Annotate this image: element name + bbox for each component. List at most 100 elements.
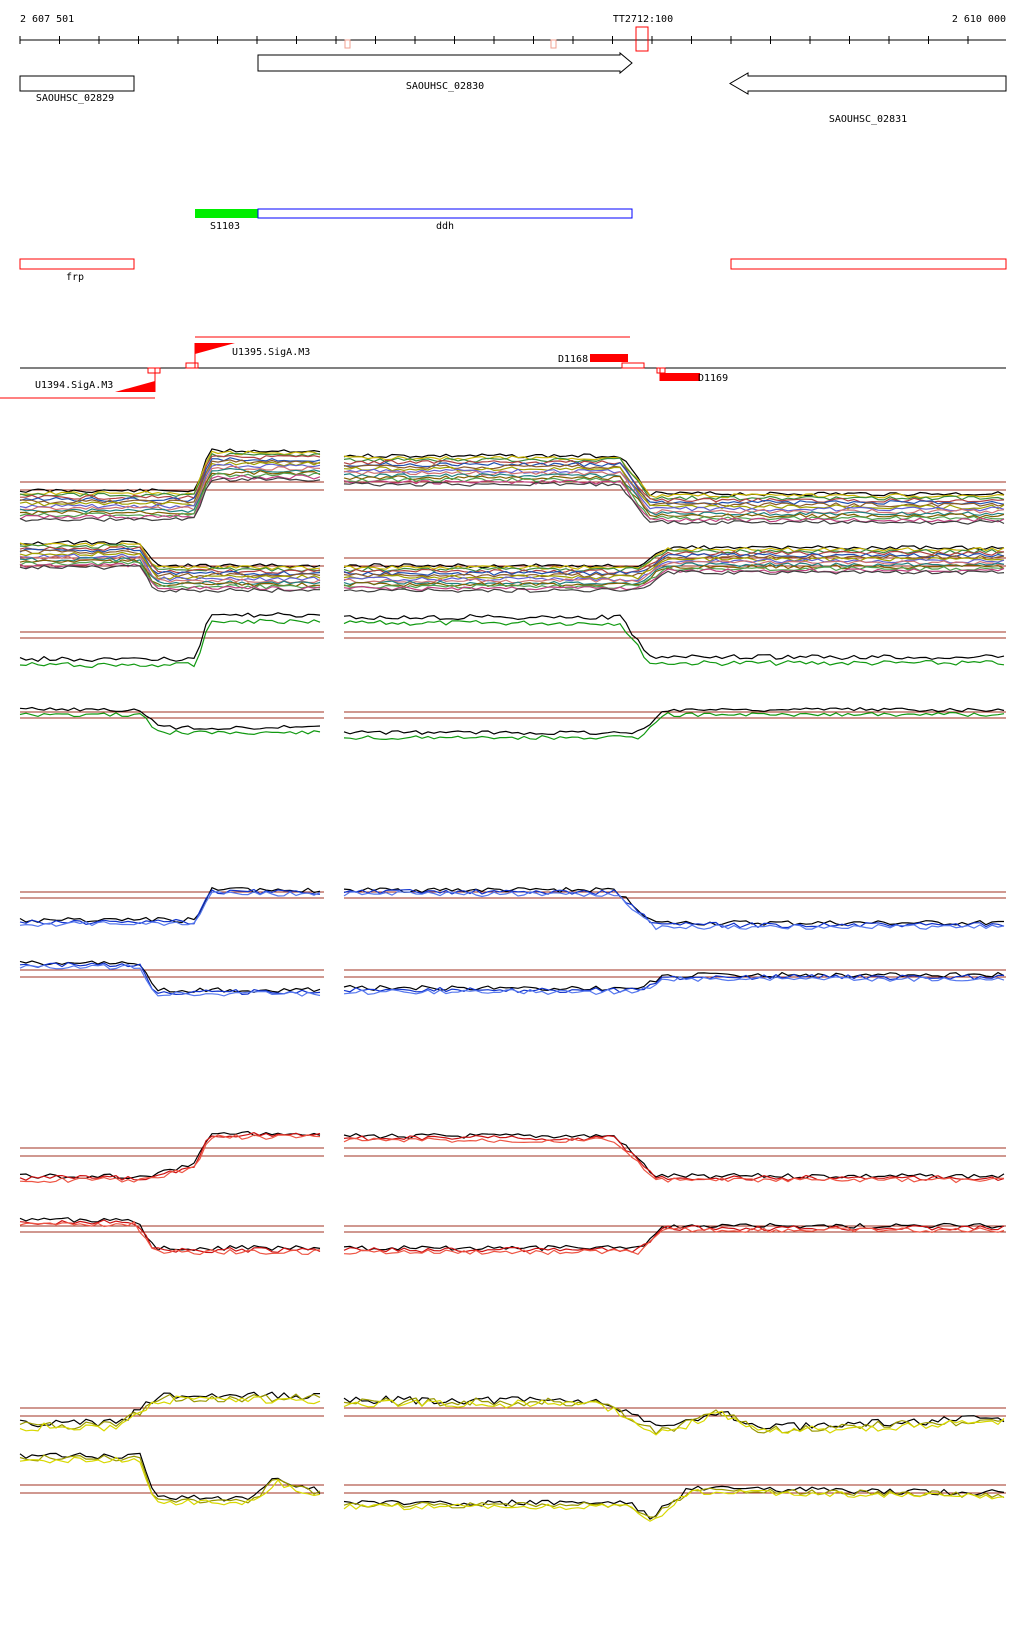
regulatory-track: U1395.SigA.M3 U1394.SigA.M3 D1168 D1169 <box>0 336 1006 399</box>
coordinate-ruler: 2 607 501 2 610 000 TT2712:100 <box>19 14 1006 52</box>
yellow-track-reverse <box>19 1456 321 1506</box>
terminator-d1169[interactable] <box>660 373 700 381</box>
red-track-forward <box>19 1132 321 1181</box>
blue-track-forward <box>343 886 1004 926</box>
multi-track-reverse <box>343 569 1005 593</box>
gene-label-middle: SAOUHSC_02830 <box>406 81 484 92</box>
yellow-track-reverse <box>19 1452 321 1502</box>
multi-track-forward <box>19 476 321 522</box>
green-track-forward <box>343 613 1005 661</box>
multi-track-forward <box>343 459 1005 503</box>
feature-s1103[interactable] <box>195 209 258 218</box>
promoter-u1394[interactable] <box>115 381 155 392</box>
yellow-track-forward <box>343 1395 1005 1432</box>
multi-track-reverse <box>19 559 321 588</box>
multi-track-reverse <box>19 549 321 578</box>
red-track-forward <box>343 1137 1005 1184</box>
multi-track-forward <box>343 477 1005 521</box>
multi-track-reverse <box>19 542 321 571</box>
multi-track-forward <box>19 474 321 520</box>
multi-track-forward <box>19 461 321 507</box>
terminator-d1168[interactable] <box>590 354 628 362</box>
ruler-marker-label: TT2712:100 <box>613 14 673 25</box>
label-d1169: D1169 <box>698 373 728 384</box>
multi-track-forward <box>19 465 321 511</box>
green-track-forward <box>19 618 321 669</box>
gene-saouhsc-02831[interactable] <box>729 72 1007 95</box>
marker-box[interactable] <box>635 26 649 52</box>
blue-track-reverse <box>19 963 321 997</box>
multi-track-reverse <box>19 551 321 580</box>
label-u1395: U1395.SigA.M3 <box>232 347 310 358</box>
red-track-reverse <box>19 1220 321 1256</box>
multi-track-forward <box>343 481 1005 525</box>
multi-track-forward <box>19 463 321 509</box>
red-track-reverse <box>19 1217 321 1252</box>
yellow-track-reverse <box>343 1488 1005 1522</box>
multi-track-reverse <box>19 564 321 593</box>
multi-track-reverse <box>19 553 321 582</box>
multi-track-forward <box>343 464 1005 508</box>
feature-label-frp: frp <box>66 272 84 283</box>
multi-track-reverse <box>19 562 321 591</box>
green-track-reverse <box>343 707 1005 736</box>
red-track-forward <box>19 1133 321 1184</box>
multi-track-forward <box>19 454 321 500</box>
green-track-reverse <box>343 711 1005 741</box>
blue-track-forward <box>343 888 1005 929</box>
multi-track-reverse <box>19 546 321 574</box>
multi-track-reverse <box>343 552 1005 576</box>
multi-track-reverse <box>19 544 321 572</box>
multi-track-forward <box>343 472 1005 517</box>
multi-track-forward <box>19 472 321 518</box>
label-u1394: U1394.SigA.M3 <box>35 380 113 391</box>
gene-saouhsc-02829[interactable] <box>19 75 135 92</box>
yellow-track-forward <box>19 1393 321 1430</box>
blue-track-reverse <box>343 973 1005 994</box>
ruler-end-label: 2 610 000 <box>952 14 1006 25</box>
minor-marker <box>344 39 351 49</box>
multi-track-reverse <box>343 545 1005 569</box>
red-track-reverse <box>343 1227 1005 1256</box>
yellow-track-forward <box>343 1397 1005 1435</box>
red-track-forward <box>343 1133 1005 1180</box>
gene-label-left: SAOUHSC_02829 <box>36 93 114 104</box>
multi-track-reverse <box>19 547 321 576</box>
multi-track-forward <box>19 448 321 494</box>
multi-track-reverse <box>19 560 321 590</box>
blue-track-forward <box>343 890 1005 931</box>
minor-marker <box>550 39 557 49</box>
blue-track-forward <box>19 886 321 924</box>
green-track-forward <box>343 619 1005 667</box>
multi-track-reverse <box>343 567 1005 592</box>
feature-red-right[interactable] <box>730 258 1007 270</box>
yellow-track-reverse <box>19 1454 321 1504</box>
multi-track-forward <box>19 467 321 513</box>
gene-saouhsc-02830[interactable] <box>257 51 633 75</box>
multi-track-reverse <box>19 540 321 569</box>
blue-track-reverse <box>343 976 1005 996</box>
green-track-reverse <box>19 712 321 736</box>
multi-track-forward <box>19 470 321 516</box>
multi-track-forward <box>343 468 1005 512</box>
multi-track-reverse <box>19 555 321 584</box>
feature-ddh[interactable] <box>257 208 633 219</box>
yellow-track-forward <box>19 1391 320 1428</box>
multi-track-forward <box>19 452 321 498</box>
feature-frp[interactable] <box>19 258 135 270</box>
yellow-track-reverse <box>343 1485 1005 1520</box>
multi-track-reverse <box>343 556 1005 580</box>
yellow-track-forward <box>19 1395 321 1432</box>
green-track-reverse <box>19 706 321 731</box>
feature-track: S1103 ddh frp <box>19 208 1007 283</box>
multi-track-forward <box>19 457 321 503</box>
multi-track-forward <box>19 459 320 505</box>
label-d1168: D1168 <box>558 354 588 365</box>
promoter-u1395[interactable] <box>195 343 235 354</box>
multi-track-forward <box>19 450 321 496</box>
feature-label-s1103: S1103 <box>210 221 240 232</box>
multi-track-reverse <box>343 548 1005 573</box>
expression-tracks <box>19 448 1006 1522</box>
yellow-track-forward <box>343 1399 1005 1436</box>
feature-label-ddh: ddh <box>436 221 454 232</box>
